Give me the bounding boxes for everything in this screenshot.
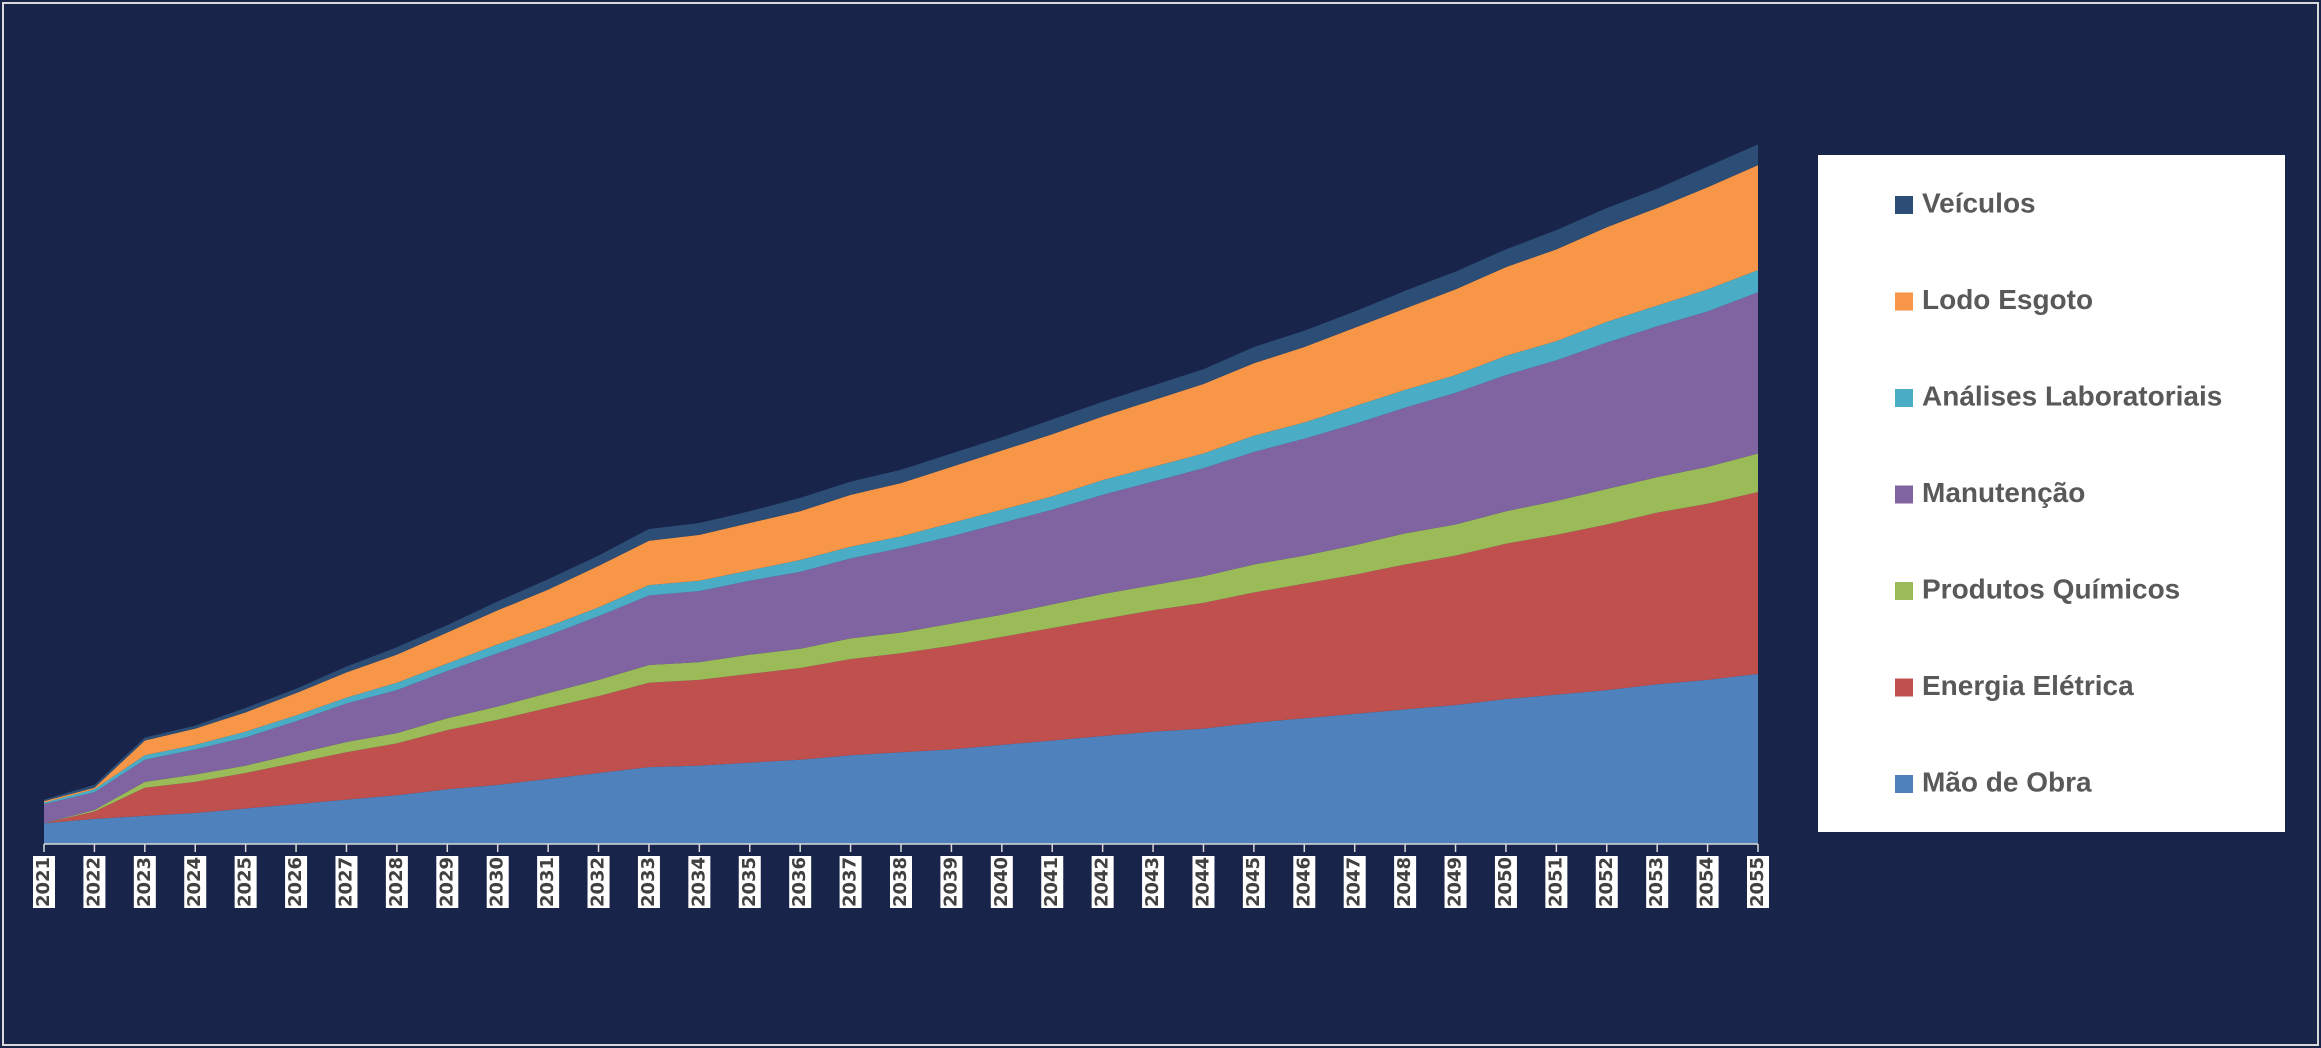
x-label-box [839, 856, 862, 908]
x-label-box [1293, 856, 1316, 908]
area [44, 673, 1758, 844]
x-label-box [1394, 856, 1417, 908]
legend-swatch [1895, 196, 1913, 214]
x-label-box [335, 856, 358, 908]
x-label-box [486, 856, 509, 908]
x-tick-label: 2041 [1041, 857, 1062, 907]
legend-swatch [1895, 678, 1913, 697]
x-label-box [184, 856, 207, 908]
x-tick-label: 2048 [1394, 857, 1415, 907]
x-label-box [990, 856, 1013, 908]
x-tick-label: 2043 [1142, 857, 1163, 907]
x-label-box [1595, 856, 1618, 908]
x-tick-label: 2049 [1445, 857, 1466, 907]
x-tick-label: 2037 [840, 857, 861, 907]
x-label-box [1646, 856, 1669, 908]
x-tick-label: 2039 [940, 857, 961, 907]
x-label-box [688, 856, 711, 908]
legend-swatch [1895, 775, 1913, 793]
x-tick-label: 2026 [285, 857, 306, 907]
x-label-box [133, 856, 156, 908]
area [44, 491, 1758, 824]
x-label-box [1242, 856, 1265, 908]
x-tick-label: 2053 [1646, 857, 1667, 907]
x-label-box [1696, 856, 1719, 908]
legend-label: Análises Laboratoriais [1922, 380, 2222, 411]
legend-label: Manutenção [1922, 477, 2085, 508]
x-tick-label: 2031 [537, 857, 558, 907]
legend-label: Produtos Químicos [1922, 573, 2180, 604]
x-tick-label: 2046 [1293, 857, 1314, 907]
x-tick-label: 2025 [235, 857, 256, 907]
legend-label: Energia Elétrica [1922, 670, 2134, 701]
area [44, 453, 1758, 824]
x-label-box [1142, 856, 1165, 908]
x-label-box [234, 856, 257, 908]
x-tick-label: 2028 [386, 857, 407, 907]
legend-swatch [1895, 485, 1913, 504]
x-tick-label: 2055 [1747, 857, 1768, 907]
x-tick-label: 2050 [1495, 857, 1516, 907]
x-label-box [33, 856, 55, 908]
x-tick-label: 2040 [991, 857, 1012, 907]
area [44, 165, 1758, 803]
x-label-box [940, 856, 963, 908]
area [44, 270, 1758, 805]
legend-swatch [1895, 582, 1913, 600]
x-tick-label: 2027 [335, 857, 356, 907]
x-label-box [436, 856, 459, 908]
x-tick-label: 2032 [588, 857, 609, 907]
x-label-box [1041, 856, 1064, 908]
x-tick-label: 2029 [436, 857, 457, 907]
x-label-box [83, 856, 106, 908]
x-tick-label: 2030 [487, 857, 508, 907]
x-label-box [1192, 856, 1215, 908]
x-tick-label: 2036 [789, 857, 810, 907]
legend-swatch [1895, 389, 1913, 407]
x-tick-label: 2021 [33, 857, 54, 907]
x-label-box [537, 856, 560, 908]
x-label-box [738, 856, 761, 908]
x-label-box [385, 856, 408, 908]
x-label-box [1545, 856, 1568, 908]
x-tick-label: 2054 [1697, 857, 1718, 907]
x-label-box [1494, 856, 1517, 908]
x-tick-label: 2052 [1596, 857, 1617, 907]
x-label-box [285, 856, 308, 908]
x-tick-label: 2042 [1092, 857, 1113, 907]
x-label-box [1343, 856, 1366, 908]
area [44, 144, 1758, 802]
x-label-box [1747, 856, 1769, 908]
x-tick-label: 2044 [1192, 857, 1213, 907]
area [44, 292, 1758, 824]
legend-swatch [1895, 292, 1913, 311]
x-tick-label: 2035 [739, 857, 760, 907]
x-tick-label: 2024 [184, 857, 205, 907]
x-tick-label: 2045 [1243, 857, 1264, 907]
x-label-box [1444, 856, 1467, 908]
x-label-box [637, 856, 660, 908]
x-label-box [789, 856, 812, 908]
x-label-box [890, 856, 912, 908]
legend-label: Lodo Esgoto [1922, 284, 2093, 315]
x-label-box [1091, 856, 1114, 908]
x-label-box [587, 856, 610, 908]
legend-label: Mão de Obra [1922, 766, 2092, 797]
x-tick-label: 2033 [638, 857, 659, 907]
x-tick-label: 2038 [890, 857, 911, 907]
x-tick-label: 2051 [1545, 857, 1566, 907]
x-tick-label: 2047 [1344, 857, 1365, 907]
x-tick-label: 2023 [134, 857, 155, 907]
legend-label: Veículos [1922, 187, 2036, 218]
x-tick-label: 2034 [688, 857, 709, 907]
x-tick-label: 2022 [83, 857, 104, 907]
